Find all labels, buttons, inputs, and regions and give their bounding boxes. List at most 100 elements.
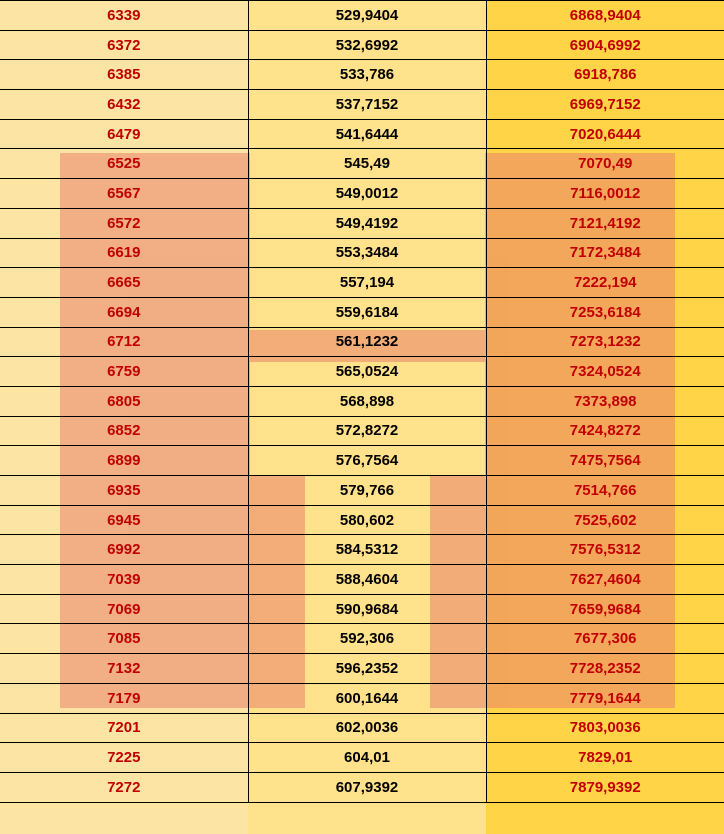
table-cell: 7324,0524 (486, 357, 724, 387)
table-cell: 7172,3484 (486, 238, 724, 268)
table-row: 6992584,53127576,5312 (0, 535, 724, 565)
cell-value: 6525 (0, 149, 248, 178)
table-cell: 532,6992 (248, 30, 486, 60)
cell-value: 596,2352 (249, 654, 486, 683)
table-row: 7225604,017829,01 (0, 743, 724, 773)
cell-value: 6805 (0, 387, 248, 416)
cell-value: 604,01 (249, 743, 486, 772)
cell-value: 7728,2352 (487, 654, 724, 683)
table-row: 6432537,71526969,7152 (0, 90, 724, 120)
table-cell: 7272 (0, 772, 248, 802)
table-cell: 6904,6992 (486, 30, 724, 60)
table-cell: 7225 (0, 743, 248, 773)
table-row: 6694559,61847253,6184 (0, 297, 724, 327)
cell-value: 600,1644 (249, 684, 486, 713)
table-cell: 7677,306 (486, 624, 724, 654)
cell-value: 6339 (0, 1, 248, 30)
cell-value: 6372 (0, 31, 248, 60)
cell-value: 545,49 (249, 149, 486, 178)
cell-value: 576,7564 (249, 446, 486, 475)
table-cell: 590,9684 (248, 594, 486, 624)
table-cell: 602,0036 (248, 713, 486, 743)
table-row: 7069590,96847659,9684 (0, 594, 724, 624)
cell-value: 6899 (0, 446, 248, 475)
cell-value: 7132 (0, 654, 248, 683)
table-cell: 7779,1644 (486, 683, 724, 713)
cell-value: 549,4192 (249, 209, 486, 238)
table-cell: 6665 (0, 268, 248, 298)
table-cell: 6918,786 (486, 60, 724, 90)
cell-value: 584,5312 (249, 535, 486, 564)
table-row: 6945580,6027525,602 (0, 505, 724, 535)
cell-value: 6572 (0, 209, 248, 238)
cell-value: 7373,898 (487, 387, 724, 416)
table-cell: 549,4192 (248, 208, 486, 238)
table-cell: 7475,7564 (486, 446, 724, 476)
cell-value: 579,766 (249, 476, 486, 505)
table-cell: 7069 (0, 594, 248, 624)
table-cell: 6525 (0, 149, 248, 179)
table-cell: 6567 (0, 179, 248, 209)
cell-value: 572,8272 (249, 417, 486, 446)
table-cell: 596,2352 (248, 654, 486, 684)
table-row: 6372532,69926904,6992 (0, 30, 724, 60)
cell-value: 6852 (0, 417, 248, 446)
table-cell: 584,5312 (248, 535, 486, 565)
table-cell: 6694 (0, 297, 248, 327)
table-row: 6899576,75647475,7564 (0, 446, 724, 476)
table-cell: 7879,9392 (486, 772, 724, 802)
cell-value: 533,786 (249, 60, 486, 89)
cell-value: 7225 (0, 743, 248, 772)
table-cell: 557,194 (248, 268, 486, 298)
table-cell: 553,3484 (248, 238, 486, 268)
table-cell: 533,786 (248, 60, 486, 90)
table-cell: 6899 (0, 446, 248, 476)
cell-value: 7272 (0, 773, 248, 802)
cell-value: 7525,602 (487, 506, 724, 535)
table-cell: 607,9392 (248, 772, 486, 802)
table-cell: 6969,7152 (486, 90, 724, 120)
table-cell: 568,898 (248, 386, 486, 416)
table-cell: 6385 (0, 60, 248, 90)
cell-value: 602,0036 (249, 714, 486, 743)
cell-value: 537,7152 (249, 90, 486, 119)
table-row: 6759565,05247324,0524 (0, 357, 724, 387)
cell-value: 7424,8272 (487, 417, 724, 446)
table-cell: 6805 (0, 386, 248, 416)
table-row: 6665557,1947222,194 (0, 268, 724, 298)
cell-value: 7085 (0, 624, 248, 653)
cell-value: 6759 (0, 357, 248, 386)
data-table: 6339529,94046868,94046372532,69926904,69… (0, 0, 724, 803)
table-row: 6385533,7866918,786 (0, 60, 724, 90)
table-cell: 6619 (0, 238, 248, 268)
table-row: 6935579,7667514,766 (0, 476, 724, 506)
table-cell: 7020,6444 (486, 119, 724, 149)
table-row: 7179600,16447779,1644 (0, 683, 724, 713)
table-cell: 6992 (0, 535, 248, 565)
cell-value: 7172,3484 (487, 239, 724, 268)
cell-value: 7324,0524 (487, 357, 724, 386)
cell-value: 6385 (0, 60, 248, 89)
table-cell: 6712 (0, 327, 248, 357)
table-cell: 7514,766 (486, 476, 724, 506)
cell-value: 7627,4604 (487, 565, 724, 594)
cell-value: 7020,6444 (487, 120, 724, 149)
table-cell: 7273,1232 (486, 327, 724, 357)
table-row: 7272607,93927879,9392 (0, 772, 724, 802)
table-cell: 6759 (0, 357, 248, 387)
table-row: 6572549,41927121,4192 (0, 208, 724, 238)
cell-value: 6432 (0, 90, 248, 119)
table-cell: 7373,898 (486, 386, 724, 416)
table-cell: 6935 (0, 476, 248, 506)
cell-value: 7779,1644 (487, 684, 724, 713)
table-row: 6712561,12327273,1232 (0, 327, 724, 357)
table-cell: 604,01 (248, 743, 486, 773)
table-cell: 7627,4604 (486, 565, 724, 595)
cell-value: 607,9392 (249, 773, 486, 802)
table-cell: 7728,2352 (486, 654, 724, 684)
table-cell: 592,306 (248, 624, 486, 654)
cell-value: 7803,0036 (487, 714, 724, 743)
cell-value: 529,9404 (249, 1, 486, 30)
table-cell: 541,6444 (248, 119, 486, 149)
table-cell: 572,8272 (248, 416, 486, 446)
